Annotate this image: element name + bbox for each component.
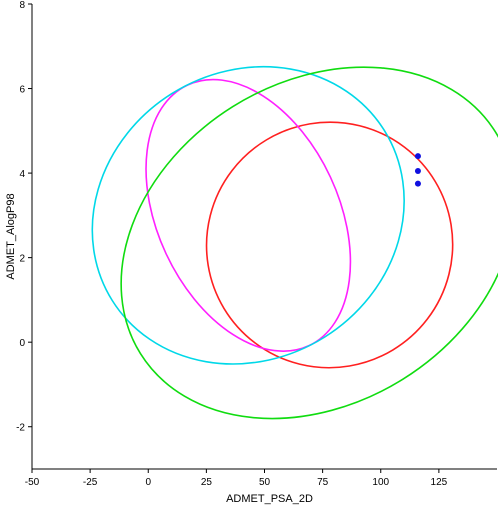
confidence-ellipse-3: [91, 65, 405, 365]
confidence-ellipse-1: [205, 121, 454, 369]
x-tick-label: -25: [83, 477, 98, 488]
data-point: [414, 167, 421, 174]
y-ticks: -2 0 2 4 6 8: [16, 0, 32, 434]
x-tick-label: 100: [372, 477, 389, 488]
y-tick-label: 4: [19, 169, 25, 180]
data-point: [414, 180, 421, 187]
x-tick-label: -50: [25, 477, 40, 488]
x-tick-label: 75: [317, 477, 329, 488]
ellipses-layer: [91, 65, 498, 420]
x-tick-label: 125: [431, 477, 448, 488]
data-point: [414, 153, 421, 160]
y-tick-label: 2: [19, 254, 25, 265]
confidence-ellipse-4: [120, 66, 498, 420]
y-tick-label: 8: [19, 0, 25, 11]
x-tick-label: 0: [145, 477, 151, 488]
y-tick-label: 0: [19, 338, 25, 349]
points-layer: [414, 153, 421, 187]
x-tick-label: 25: [201, 477, 213, 488]
y-tick-label: 6: [19, 85, 25, 96]
x-tick-label: 50: [259, 477, 271, 488]
x-ticks: -50 -25 0 25 50 75 100 125: [25, 469, 448, 488]
y-tick-label: -2: [16, 423, 25, 434]
y-axis-title: ADMET_AlogP98: [5, 193, 17, 279]
x-axis-title: ADMET_PSA_2D: [226, 493, 313, 505]
axes-layer: [31, 4, 497, 470]
